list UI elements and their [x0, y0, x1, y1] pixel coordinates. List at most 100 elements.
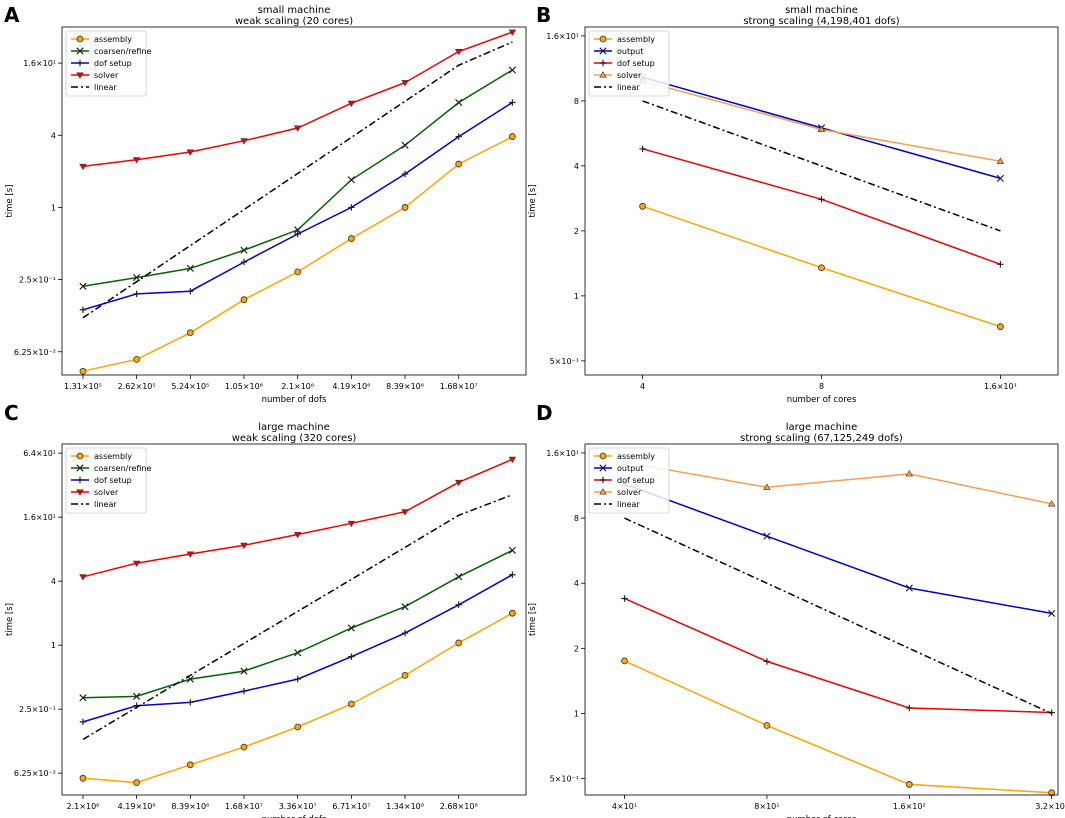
x-axis-label: number of dofs	[262, 815, 327, 818]
x-tick-label: 8	[819, 382, 824, 391]
series-dof-setup	[639, 145, 1004, 268]
data-point	[133, 355, 141, 363]
legend-box	[588, 30, 670, 97]
data-point	[240, 687, 248, 695]
legend-marker	[76, 464, 84, 472]
data-point	[240, 667, 248, 675]
data-point	[293, 531, 302, 539]
x-tick-label: 1.31×10⁵	[64, 382, 102, 391]
data-point	[1047, 500, 1056, 507]
data-point	[294, 649, 302, 657]
data-point	[508, 456, 517, 464]
y-tick-label: 1	[574, 292, 579, 301]
data-point	[79, 163, 87, 171]
plot-frame	[584, 26, 1059, 376]
data-point	[240, 246, 248, 254]
data-point	[347, 235, 355, 242]
data-point	[186, 761, 194, 769]
data-point	[186, 551, 195, 558]
series-line	[624, 483, 1052, 615]
x-tick-label: 8.39×10⁶	[171, 802, 209, 811]
data-point	[509, 99, 516, 106]
legend-marker	[599, 47, 607, 55]
legend-label: linear	[617, 500, 640, 509]
series-line	[82, 41, 513, 319]
data-point	[401, 170, 409, 178]
y-tick-label: 1	[574, 709, 579, 718]
series-line	[82, 458, 513, 578]
data-point	[508, 546, 517, 554]
data-point	[401, 603, 409, 611]
data-point	[455, 639, 463, 647]
chart-title: small machine	[785, 5, 858, 16]
data-point	[79, 282, 87, 290]
data-point	[132, 560, 141, 568]
y-tick-label: 1.6×10¹	[546, 32, 579, 41]
x-tick-label: 1.05×10⁶	[225, 382, 263, 391]
y-tick-label: 4	[574, 579, 579, 588]
panel-letter: D	[536, 401, 553, 425]
series-linear	[642, 100, 1001, 232]
data-point	[906, 704, 913, 712]
series-line	[624, 597, 1052, 714]
data-point	[1048, 789, 1056, 797]
series-dof-setup	[79, 99, 516, 313]
legend-marker	[76, 72, 84, 79]
series-coarsen-refine	[79, 546, 517, 702]
data-point	[79, 694, 87, 702]
legend-label: solver	[94, 488, 119, 497]
data-point	[401, 141, 409, 149]
legend-label: assembly	[617, 35, 655, 44]
series-solver	[620, 458, 1056, 507]
series-line	[82, 612, 513, 784]
chart-subtitle: weak scaling (20 cores)	[235, 16, 353, 27]
series-assembly	[621, 657, 1056, 797]
data-point	[347, 624, 355, 632]
data-point	[454, 479, 463, 487]
y-axis-label: time [s]	[5, 603, 15, 636]
data-point	[294, 226, 302, 234]
x-tick-label: 2.1×10⁶	[281, 382, 314, 391]
data-point	[401, 80, 409, 87]
legend-label: coarsen/refine	[94, 47, 151, 56]
data-point	[240, 743, 248, 751]
data-point	[455, 601, 462, 608]
panel-letter: B	[536, 3, 551, 27]
data-point	[997, 261, 1004, 268]
data-point	[509, 571, 516, 578]
chart-subtitle: weak scaling (320 cores)	[232, 433, 357, 444]
legend-label: solver	[617, 71, 642, 80]
legend-marker	[599, 464, 607, 472]
y-tick-label: 2.5×10⁻¹	[19, 705, 56, 714]
legend-label: dof setup	[94, 476, 132, 485]
series-assembly	[639, 202, 1004, 331]
series-assembly	[79, 609, 516, 787]
series-solver	[79, 29, 517, 171]
legend-label: solver	[94, 71, 119, 80]
y-tick-label: 5×10⁻¹	[550, 357, 579, 366]
chart-subtitle: strong scaling (4,198,401 dofs)	[743, 16, 899, 27]
legend-box	[588, 447, 670, 514]
series-line	[82, 549, 513, 699]
data-point	[763, 722, 771, 729]
x-tick-label: 3.2×10²	[1035, 802, 1065, 811]
x-tick-label: 4×10¹	[612, 802, 637, 811]
legend-label: dof setup	[617, 59, 655, 68]
data-point	[186, 264, 194, 273]
series-line	[82, 101, 513, 311]
series-line	[624, 660, 1052, 794]
chart-title: large machine	[258, 422, 330, 433]
legend-label: assembly	[94, 452, 132, 461]
x-tick-label: 8.39×10⁶	[386, 382, 424, 391]
legend: assembly coarsen/refine dof setup solver lin…	[65, 447, 151, 514]
chart-title: small machine	[258, 5, 331, 16]
legend-label: solver	[617, 488, 642, 497]
x-tick-label: 2.1×10⁶	[67, 802, 100, 811]
data-point	[996, 157, 1005, 164]
panel-letter: A	[4, 3, 20, 27]
data-point	[639, 202, 646, 210]
data-point	[905, 781, 913, 788]
data-point	[621, 595, 628, 602]
legend: assembly output dof setup solver linear	[588, 30, 670, 97]
